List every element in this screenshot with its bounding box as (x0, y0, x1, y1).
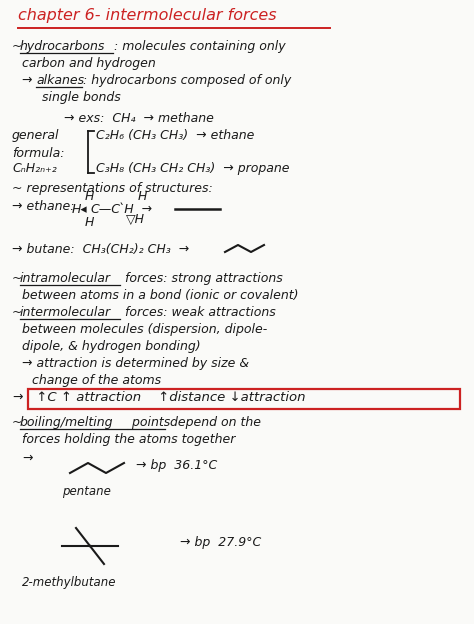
Text: → bp  27.9°C: → bp 27.9°C (180, 536, 261, 549)
Bar (28, 389, 460, 409)
Text: forces holding the atoms together: forces holding the atoms together (22, 433, 236, 446)
Text: H: H (85, 216, 94, 229)
Text: ▽H: ▽H (126, 213, 145, 226)
Text: →: → (22, 452, 33, 465)
Text: → bp  36.1°C: → bp 36.1°C (136, 459, 217, 472)
Text: ~: ~ (12, 416, 22, 429)
Text: intermolecular: intermolecular (20, 306, 111, 319)
Text: ~ representations of structures:: ~ representations of structures: (12, 182, 213, 195)
Text: → butane:  CH₃(CH₂)₂ CH₃  →: → butane: CH₃(CH₂)₂ CH₃ → (12, 243, 189, 256)
Text: change of the atoms: change of the atoms (32, 374, 161, 387)
Text: formula:: formula: (12, 147, 64, 160)
Text: ˋH  →: ˋH → (118, 203, 152, 216)
Text: boiling/melting: boiling/melting (20, 416, 113, 429)
Text: H: H (138, 190, 147, 203)
Text: → attraction is determined by size &: → attraction is determined by size & (22, 357, 249, 370)
Text: ~: ~ (12, 306, 22, 319)
Text: carbon and hydrogen: carbon and hydrogen (22, 57, 156, 70)
Text: intramolecular: intramolecular (20, 272, 111, 285)
Text: C₂H₆ (CH₃ CH₃)  → ethane: C₂H₆ (CH₃ CH₃) → ethane (96, 129, 255, 142)
Text: → exs:  CH₄  → methane: → exs: CH₄ → methane (64, 112, 214, 125)
Text: forces: weak attractions: forces: weak attractions (121, 306, 276, 319)
Text: →: → (22, 74, 36, 87)
Text: 2-methylbutane: 2-methylbutane (22, 576, 117, 589)
Text: CₙH₂ₙ₊₂: CₙH₂ₙ₊₂ (12, 162, 57, 175)
Text: : molecules containing only: : molecules containing only (114, 40, 286, 53)
Text: forces: strong attractions: forces: strong attractions (121, 272, 283, 285)
Text: H: H (85, 190, 94, 203)
Text: H◂: H◂ (72, 203, 88, 216)
Text: C₃H₈ (CH₃ CH₂ CH₃)  → propane: C₃H₈ (CH₃ CH₂ CH₃) → propane (96, 162, 290, 175)
Text: ~: ~ (12, 40, 22, 53)
Text: points: points (128, 416, 170, 429)
Text: dipole, & hydrogen bonding): dipole, & hydrogen bonding) (22, 340, 201, 353)
Text: hydrocarbons: hydrocarbons (20, 40, 105, 53)
Text: general: general (12, 129, 60, 142)
Text: chapter 6- intermolecular forces: chapter 6- intermolecular forces (18, 8, 277, 23)
Text: single bonds: single bonds (42, 91, 121, 104)
Text: ~: ~ (12, 272, 22, 285)
Text: ↑C ↑ attraction    ↑distance ↓attraction: ↑C ↑ attraction ↑distance ↓attraction (32, 391, 306, 404)
Text: → ethane:: → ethane: (12, 200, 74, 213)
Text: between molecules (dispersion, dipole-: between molecules (dispersion, dipole- (22, 323, 267, 336)
Text: : hydrocarbons composed of only: : hydrocarbons composed of only (83, 74, 291, 87)
Text: C—C: C—C (90, 203, 120, 216)
Text: pentane: pentane (62, 485, 111, 498)
Text: alkanes: alkanes (36, 74, 84, 87)
Text: depend on the: depend on the (166, 416, 261, 429)
Text: →: → (12, 391, 22, 404)
Text: between atoms in a bond (ionic or covalent): between atoms in a bond (ionic or covale… (22, 289, 299, 302)
